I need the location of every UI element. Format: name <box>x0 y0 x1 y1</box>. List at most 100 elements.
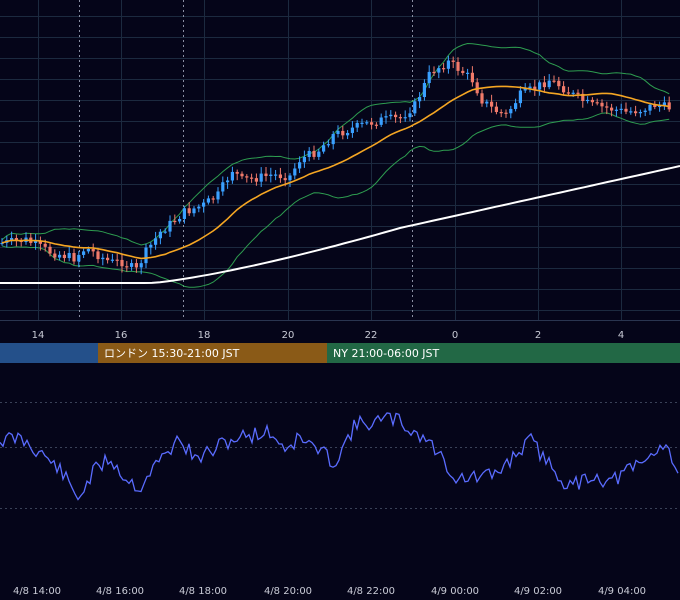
candle <box>475 78 479 96</box>
candle <box>120 253 124 273</box>
candle <box>0 238 4 246</box>
candle <box>115 253 119 267</box>
oscillator-tick-label: 4/8 22:00 <box>347 586 395 597</box>
candle <box>533 79 537 96</box>
candle <box>490 94 494 113</box>
candle <box>178 216 182 224</box>
candle <box>586 96 590 104</box>
candle <box>221 176 225 196</box>
candle <box>226 176 230 189</box>
candle <box>259 167 263 187</box>
candle <box>590 97 594 106</box>
candle <box>643 108 647 117</box>
candle <box>446 55 450 74</box>
candle <box>427 65 431 89</box>
candle <box>370 117 374 130</box>
oscillator-tick-label: 4/9 02:00 <box>514 586 562 597</box>
candle <box>418 92 422 109</box>
candle <box>485 99 489 108</box>
candle <box>360 118 364 128</box>
oscillator-tick-label: 4/9 04:00 <box>598 586 646 597</box>
candle <box>149 242 153 255</box>
candle <box>211 195 215 204</box>
candle <box>341 125 345 140</box>
candle <box>595 98 599 106</box>
candle <box>235 169 239 181</box>
candle <box>494 101 498 115</box>
candle <box>173 214 177 225</box>
candle <box>130 259 134 271</box>
candle <box>662 96 666 110</box>
candle <box>480 89 484 107</box>
candle <box>422 79 426 101</box>
candle <box>245 174 249 183</box>
candle <box>312 145 316 160</box>
candle <box>168 215 172 238</box>
candle <box>514 98 518 112</box>
moving-average-short-line <box>1 85 670 260</box>
candle <box>192 206 196 217</box>
price-tick-label: 2 <box>535 330 541 341</box>
candle <box>187 202 191 216</box>
candle <box>67 246 71 262</box>
candle <box>456 57 460 76</box>
candle <box>62 251 66 262</box>
candle <box>518 86 522 108</box>
price-tick-label: 20 <box>282 330 295 341</box>
price-tick-label: 16 <box>115 330 128 341</box>
candle <box>38 236 42 251</box>
candle <box>336 125 340 138</box>
candle <box>658 101 662 112</box>
session-label: NY 21:00-06:00 JST <box>333 347 440 360</box>
candle <box>389 110 393 120</box>
candle <box>144 243 148 269</box>
candle <box>53 249 57 261</box>
candle <box>197 204 201 213</box>
candle <box>504 109 508 118</box>
candle <box>302 150 306 168</box>
candle <box>206 195 210 205</box>
candle <box>384 110 388 124</box>
candle <box>293 163 297 180</box>
candle <box>326 139 330 148</box>
candle <box>528 83 532 93</box>
moving-average-long-line <box>0 165 680 284</box>
candle <box>365 120 369 126</box>
oscillator-grid <box>0 402 680 509</box>
candle <box>322 141 326 154</box>
candle <box>82 248 86 259</box>
candle <box>350 121 354 138</box>
session-label: ロンドン 15:30-21:00 JST <box>104 347 240 360</box>
candle <box>101 253 105 266</box>
candle <box>96 247 100 264</box>
candle <box>461 66 465 76</box>
candle <box>547 74 551 90</box>
candle <box>269 167 273 183</box>
oscillator-tick-label: 4/8 16:00 <box>96 586 144 597</box>
candle <box>403 110 407 122</box>
candle <box>34 234 38 250</box>
candle <box>610 103 614 117</box>
candle <box>139 259 143 275</box>
candle <box>134 259 138 273</box>
candle <box>355 120 359 133</box>
session-block: ロンドン 15:30-21:00 JST <box>98 343 327 363</box>
oscillator-tick-label: 4/8 20:00 <box>264 586 312 597</box>
candle <box>566 86 570 96</box>
oscillator-tick-label: 4/8 18:00 <box>179 586 227 597</box>
candle <box>10 231 14 246</box>
candle <box>499 109 503 118</box>
candle <box>605 101 609 115</box>
session-block <box>0 343 98 363</box>
session-bar: ロンドン 15:30-21:00 JST NY 21:00-06:00 JST <box>0 343 680 363</box>
candle <box>202 199 206 213</box>
candle <box>470 66 474 87</box>
candle <box>158 229 162 245</box>
oscillator-line <box>0 412 679 501</box>
candle <box>581 89 585 108</box>
candle <box>154 231 158 250</box>
candle <box>298 156 302 174</box>
candle <box>638 109 642 118</box>
candle <box>110 253 114 263</box>
